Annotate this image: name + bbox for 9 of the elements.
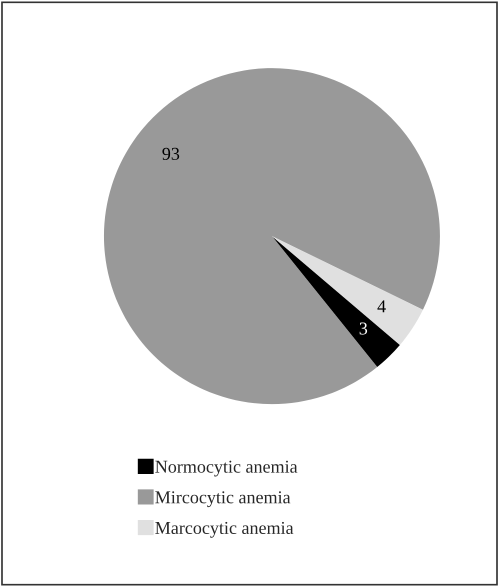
pie-slice [272,236,400,368]
pie-slice [272,236,423,346]
data-label: 3 [360,322,368,335]
legend-label: Mircocytic anemia [155,491,290,508]
data-label: 93 [162,148,180,160]
pie-slice [104,68,440,404]
data-label: 4 [377,300,386,312]
legend-label: Normocytic anemia [155,460,298,477]
legend-label: Marcocytic anemia [155,522,294,538]
